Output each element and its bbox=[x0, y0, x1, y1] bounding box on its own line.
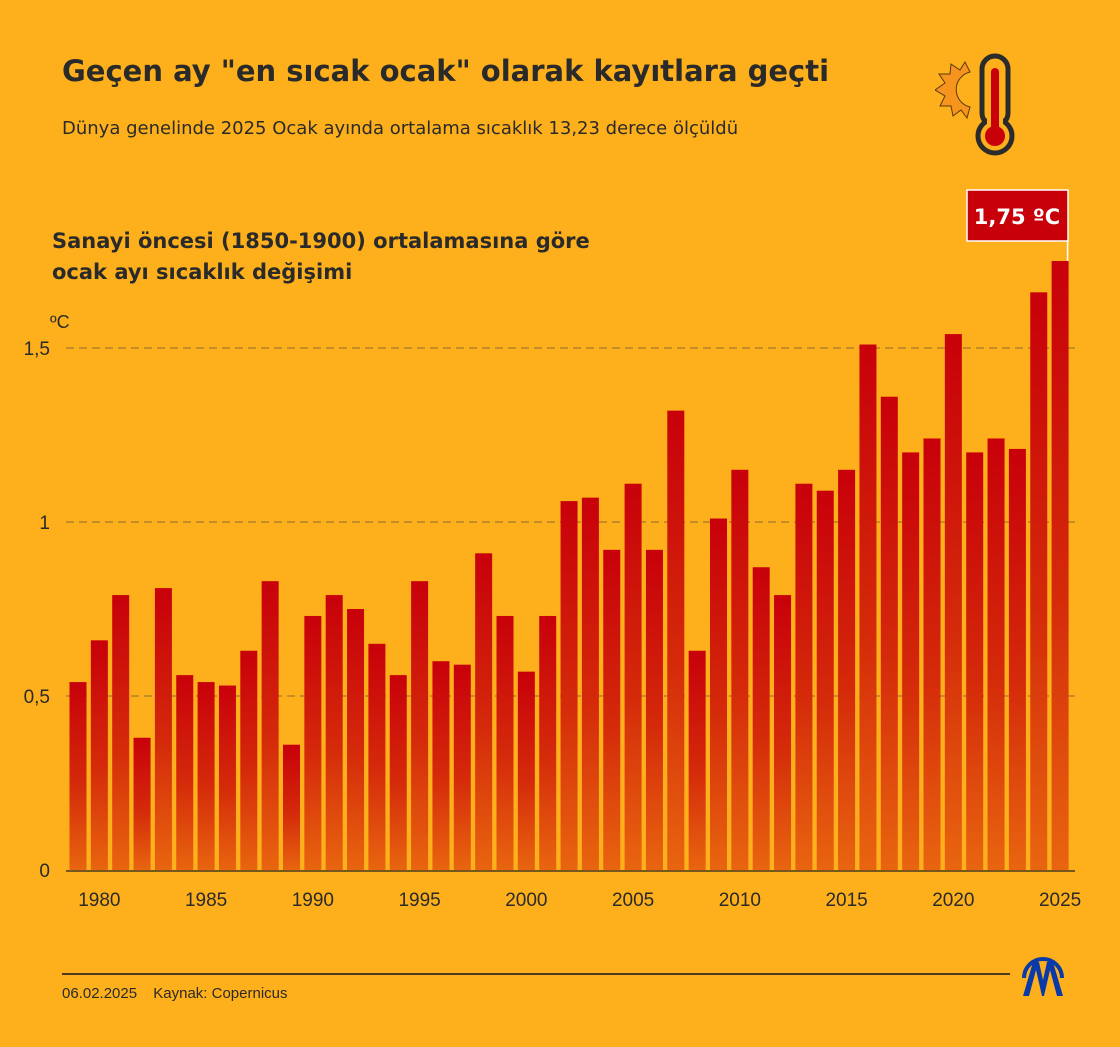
bar-1988 bbox=[261, 581, 279, 870]
chart-title: Sanayi öncesi (1850-1900) ortalamasına g… bbox=[52, 226, 590, 288]
callout-label: 1,75 ºC bbox=[974, 205, 1060, 229]
y-tick-label: 0,5 bbox=[24, 687, 50, 708]
bar-2016 bbox=[859, 344, 877, 870]
bar-1989 bbox=[283, 744, 300, 870]
y-tick-label: 0 bbox=[39, 861, 50, 882]
chart-title-line2: ocak ayı sıcaklık değişimi bbox=[52, 260, 353, 284]
footer-date: 06.02.2025 bbox=[62, 985, 138, 1002]
bar-2001 bbox=[539, 615, 557, 870]
bar-2011 bbox=[752, 567, 770, 870]
y-tick-label: 1,5 bbox=[24, 339, 50, 360]
bar-1981 bbox=[112, 595, 130, 870]
bar-2009 bbox=[710, 518, 727, 870]
bar-1985 bbox=[197, 682, 215, 870]
bar-2024 bbox=[1030, 292, 1048, 870]
bar-1986 bbox=[218, 685, 236, 870]
y-axis-unit: ºC bbox=[50, 312, 70, 332]
bar-2000 bbox=[517, 671, 535, 870]
bar-2002 bbox=[560, 501, 578, 870]
bar-2023 bbox=[1008, 448, 1026, 870]
bar-1994 bbox=[389, 675, 407, 870]
bar-1998 bbox=[475, 553, 493, 870]
bar-2015 bbox=[838, 469, 856, 870]
footer: 06.02.2025 Kaynak: Copernicus bbox=[62, 985, 300, 1002]
bar-2007 bbox=[667, 410, 685, 870]
bar-1999 bbox=[496, 615, 514, 870]
bar-2013 bbox=[795, 483, 813, 870]
x-tick-label: 2015 bbox=[825, 890, 867, 911]
x-tick-label: 2000 bbox=[505, 890, 547, 911]
x-tick-label: 1990 bbox=[292, 890, 334, 911]
x-tick-label: 2020 bbox=[932, 890, 974, 911]
bar-2010 bbox=[731, 469, 749, 870]
bar-2014 bbox=[816, 490, 834, 870]
x-tick-label: 1995 bbox=[398, 890, 440, 911]
x-tick-label: 2025 bbox=[1039, 890, 1081, 911]
bar-2021 bbox=[966, 452, 984, 870]
x-tick-label: 2010 bbox=[719, 890, 761, 911]
bar-chart: 0 0,5 1 1,5ºC 1980 1985 1990 1995 2000 2005 2010 20… bbox=[24, 189, 1081, 911]
page-subtitle: Dünya genelinde 2025 Ocak ayında ortalam… bbox=[62, 118, 739, 139]
bar-1980 bbox=[90, 640, 108, 870]
bar-2012 bbox=[774, 595, 792, 870]
bar-2004 bbox=[603, 549, 621, 870]
x-tick-label: 1985 bbox=[185, 890, 227, 911]
bar-2022 bbox=[987, 438, 1005, 870]
x-tick-label: 1980 bbox=[78, 890, 120, 911]
footer-divider bbox=[62, 973, 1010, 975]
bar-2003 bbox=[581, 497, 599, 870]
bar-2008 bbox=[688, 650, 706, 870]
bar-2006 bbox=[645, 549, 663, 870]
bar-1993 bbox=[368, 643, 386, 870]
x-tick-label: 2005 bbox=[612, 890, 654, 911]
bar-1982 bbox=[133, 737, 151, 870]
page-title: Geçen ay "en sıcak ocak" olarak kayıtlar… bbox=[62, 54, 830, 88]
bar-1995 bbox=[411, 581, 429, 870]
bar-2019 bbox=[923, 438, 941, 870]
chart-title-line1: Sanayi öncesi (1850-1900) ortalamasına g… bbox=[52, 229, 590, 253]
bar-2018 bbox=[902, 452, 920, 870]
bar-1990 bbox=[304, 615, 322, 870]
bar-1983 bbox=[154, 588, 172, 870]
bar-2025 bbox=[1051, 261, 1069, 870]
callout-box bbox=[966, 189, 1069, 242]
bar-1991 bbox=[325, 595, 343, 870]
y-tick-label: 1 bbox=[39, 513, 50, 534]
bar-1979 bbox=[69, 682, 87, 870]
footer-source: Kaynak: Copernicus bbox=[153, 985, 288, 1002]
bar-1992 bbox=[347, 609, 365, 870]
bar-2017 bbox=[880, 396, 898, 870]
aa-logo-icon bbox=[1022, 957, 1064, 996]
bar-1984 bbox=[176, 675, 194, 870]
bar-2020 bbox=[944, 334, 962, 871]
sun-thermometer-icon bbox=[935, 53, 1015, 156]
bar-1997 bbox=[453, 664, 471, 870]
bar-1987 bbox=[240, 650, 258, 870]
bar-1996 bbox=[432, 661, 450, 870]
bar-2005 bbox=[624, 483, 642, 870]
